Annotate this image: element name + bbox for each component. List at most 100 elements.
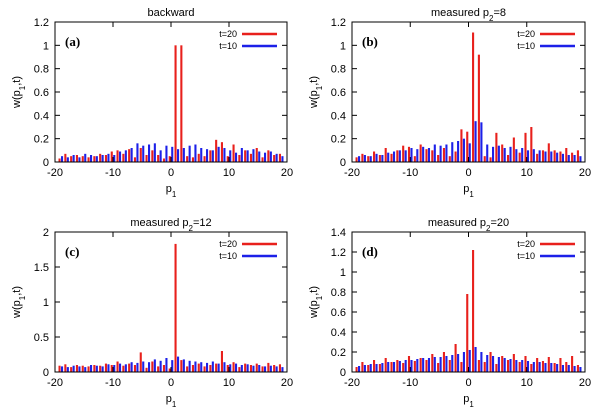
bar	[191, 365, 194, 372]
y-tick-label: 0.4	[331, 110, 346, 122]
x-tick-label: -10	[105, 167, 121, 179]
plot-frame	[351, 21, 586, 163]
x-tick-label: -20	[344, 167, 360, 179]
bar	[215, 363, 218, 372]
ylabel-tail: ,t)	[11, 76, 23, 86]
title-text: measured p	[431, 7, 489, 19]
bar	[81, 365, 84, 372]
bar	[503, 358, 506, 372]
bar	[165, 358, 168, 372]
ylabel-text: w(p	[11, 90, 23, 109]
bar	[497, 357, 500, 372]
bar	[244, 150, 247, 162]
bar	[264, 366, 267, 372]
bar	[474, 347, 477, 372]
y-tick-label: 0	[43, 157, 49, 169]
bar	[544, 363, 547, 372]
series-t10	[358, 347, 582, 372]
bar	[66, 157, 69, 162]
bar	[133, 365, 136, 372]
y-tick-label: 0.6	[331, 307, 346, 319]
bar	[151, 361, 154, 372]
bar	[240, 148, 243, 162]
ylabel-subscript: 1	[315, 85, 324, 90]
bar	[355, 157, 358, 162]
y-tick-label: 1.2	[331, 17, 346, 29]
bar	[232, 362, 235, 372]
y-tick-label: 0.5	[34, 332, 49, 344]
x-axis-label: p1	[463, 393, 474, 409]
bar	[361, 362, 364, 372]
bar	[107, 364, 110, 372]
bar	[278, 364, 281, 372]
bar	[462, 352, 465, 372]
bar	[119, 151, 122, 162]
y-tick-label: 0	[43, 367, 49, 379]
panel-letter: (c)	[65, 244, 79, 259]
bar	[544, 151, 547, 162]
bar	[75, 365, 78, 372]
bar	[151, 150, 154, 162]
bar	[419, 144, 422, 162]
bar	[506, 360, 510, 372]
bar	[275, 366, 278, 372]
bar	[139, 352, 142, 372]
bar	[104, 155, 107, 162]
bar	[101, 366, 104, 372]
bar	[84, 367, 87, 372]
bar	[384, 358, 387, 372]
bar	[177, 356, 180, 372]
bar	[559, 358, 562, 372]
bar	[113, 155, 116, 162]
bar	[148, 362, 151, 372]
bar	[460, 129, 463, 162]
x-tick-label: -20	[344, 377, 360, 389]
bar	[177, 149, 180, 162]
bar	[153, 143, 156, 162]
bar	[480, 122, 483, 162]
bar	[495, 364, 498, 372]
bar	[90, 155, 93, 162]
bar	[130, 362, 133, 372]
panel-letter: (b)	[362, 34, 378, 49]
bar	[489, 352, 492, 372]
bar	[363, 365, 366, 372]
bar	[264, 152, 267, 162]
bar	[145, 367, 148, 372]
bar	[521, 148, 524, 162]
bar	[145, 155, 148, 162]
bar	[524, 356, 527, 372]
bar	[381, 155, 384, 162]
bar	[407, 146, 411, 162]
bar	[448, 360, 451, 372]
y-tick-label: 0.8	[331, 287, 346, 299]
x-tick-label: 20	[579, 377, 591, 389]
bar	[547, 143, 550, 162]
bar	[427, 148, 431, 162]
bar	[404, 360, 407, 372]
bar	[116, 361, 119, 372]
bar	[130, 148, 133, 162]
bar	[536, 153, 539, 162]
bar	[384, 148, 387, 162]
bar	[64, 153, 67, 162]
bar	[431, 150, 434, 162]
legend-label: t=10	[219, 41, 237, 51]
bar	[547, 357, 550, 372]
bar	[209, 365, 212, 372]
x-tick-label: 10	[521, 167, 533, 179]
x-tick-label: -20	[47, 377, 63, 389]
bar	[168, 156, 171, 162]
bar	[269, 151, 272, 162]
bar	[486, 355, 489, 372]
bar	[509, 146, 512, 162]
bar	[139, 148, 142, 162]
bar	[182, 148, 185, 162]
ylabel-subscript: 1	[18, 85, 27, 90]
bar	[104, 363, 107, 372]
bar	[492, 146, 495, 162]
title-subscript: 2	[489, 14, 494, 23]
bar	[451, 355, 454, 372]
xlabel-subscript: 1	[172, 190, 177, 199]
x-axis-label: p1	[166, 183, 177, 199]
